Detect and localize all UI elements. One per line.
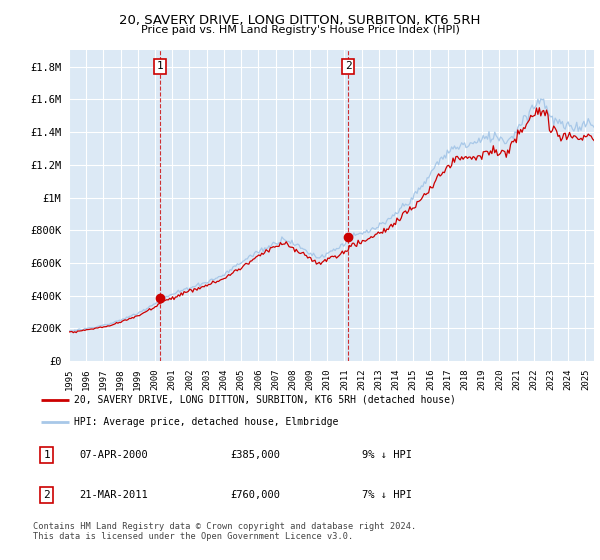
Text: 20, SAVERY DRIVE, LONG DITTON, SURBITON, KT6 5RH: 20, SAVERY DRIVE, LONG DITTON, SURBITON,…	[119, 14, 481, 27]
Text: 20, SAVERY DRIVE, LONG DITTON, SURBITON, KT6 5RH (detached house): 20, SAVERY DRIVE, LONG DITTON, SURBITON,…	[74, 395, 456, 405]
Text: £385,000: £385,000	[230, 450, 281, 460]
Text: Contains HM Land Registry data © Crown copyright and database right 2024.
This d: Contains HM Land Registry data © Crown c…	[33, 522, 416, 542]
Text: 1: 1	[43, 450, 50, 460]
Text: HPI: Average price, detached house, Elmbridge: HPI: Average price, detached house, Elmb…	[74, 417, 338, 427]
Text: 2: 2	[345, 61, 352, 71]
Text: 9% ↓ HPI: 9% ↓ HPI	[362, 450, 412, 460]
Text: £760,000: £760,000	[230, 490, 281, 500]
Text: 2: 2	[43, 490, 50, 500]
Text: 1: 1	[157, 61, 163, 71]
Text: 07-APR-2000: 07-APR-2000	[80, 450, 148, 460]
Text: Price paid vs. HM Land Registry's House Price Index (HPI): Price paid vs. HM Land Registry's House …	[140, 25, 460, 35]
Text: 21-MAR-2011: 21-MAR-2011	[80, 490, 148, 500]
Text: 7% ↓ HPI: 7% ↓ HPI	[362, 490, 412, 500]
